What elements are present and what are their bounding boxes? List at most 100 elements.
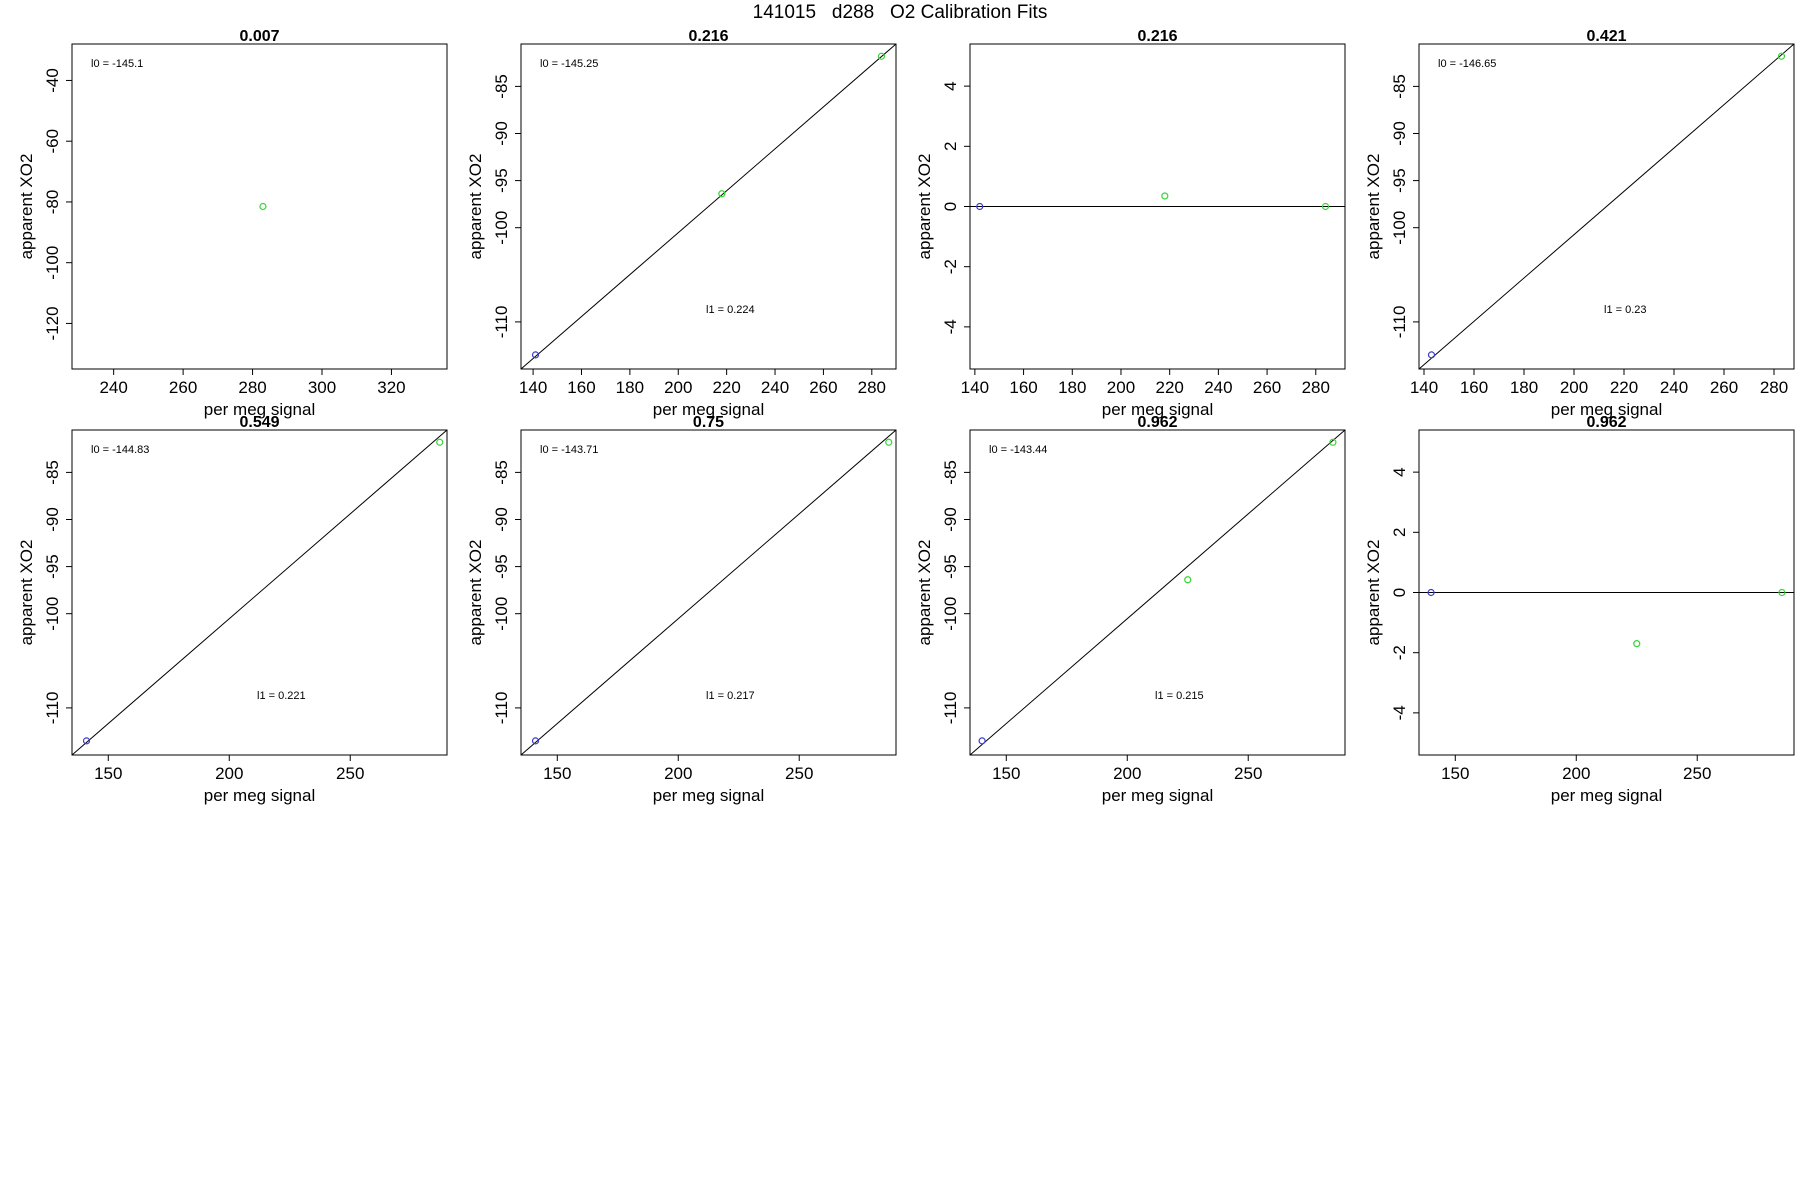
plot-panel-1: 0.007 240 260 280 300 320 -40 -60 -80 -100 -120 per… bbox=[17, 28, 448, 419]
x-axis-label: per meg signal bbox=[1102, 400, 1214, 419]
x-tick-label: 240 bbox=[1660, 378, 1688, 397]
x-tick-label: 180 bbox=[1058, 378, 1086, 397]
x-tick-label: 260 bbox=[1710, 378, 1738, 397]
panel-title: 0.962 bbox=[1137, 414, 1177, 431]
l1-label: l1 = 0.23 bbox=[1604, 304, 1647, 316]
y-tick-label: -4 bbox=[1390, 705, 1409, 720]
fit-line bbox=[520, 43, 897, 370]
x-tick-label: 140 bbox=[1410, 378, 1438, 397]
x-axis-label: per meg signal bbox=[653, 400, 765, 419]
l0-label: l0 = -144.83 bbox=[91, 444, 149, 456]
data-point bbox=[978, 737, 986, 745]
fit-line bbox=[520, 429, 897, 756]
y-tick-label: -80 bbox=[43, 190, 62, 215]
y-tick-label: 4 bbox=[1390, 467, 1409, 476]
x-tick-label: 250 bbox=[1683, 764, 1711, 783]
y-axis-label: apparent XO2 bbox=[915, 540, 934, 646]
fit-line bbox=[1418, 43, 1795, 370]
x-tick-label: 200 bbox=[215, 764, 243, 783]
data-point bbox=[531, 351, 540, 359]
x-tick-label: 220 bbox=[1155, 378, 1183, 397]
y-tick-label: -40 bbox=[43, 68, 62, 93]
x-tick-label: 200 bbox=[1107, 378, 1135, 397]
data-point bbox=[885, 438, 893, 446]
y-tick-label: -60 bbox=[43, 129, 62, 154]
x-tick-label: 150 bbox=[94, 764, 122, 783]
plot-panel-8: 0.962 150 200 250 4 2 0 -2 -4 per meg signal appar… bbox=[1364, 414, 1795, 805]
data-point bbox=[531, 737, 540, 745]
plot-panel-3: 0.216 140 160 180 200 220 240 260 280 4 2 0 -2 -4 per … bbox=[915, 28, 1346, 419]
x-axis-label: per meg signal bbox=[1102, 786, 1214, 805]
data-point bbox=[1633, 640, 1641, 648]
x-axis-label: per meg signal bbox=[1551, 400, 1663, 419]
y-tick-label: -110 bbox=[492, 306, 511, 339]
y-axis-label: apparent XO2 bbox=[466, 154, 485, 260]
x-tick-label: 260 bbox=[809, 378, 837, 397]
l1-label: l1 = 0.217 bbox=[706, 690, 755, 702]
x-axis-label: per meg signal bbox=[204, 786, 316, 805]
x-tick-label: 240 bbox=[1204, 378, 1232, 397]
l0-label: l0 = -145.1 bbox=[91, 58, 143, 70]
y-tick-label: -120 bbox=[43, 306, 62, 340]
data-point bbox=[1777, 52, 1786, 60]
l0-label: l0 = -143.71 bbox=[540, 444, 598, 456]
x-tick-label: 180 bbox=[1510, 378, 1538, 397]
y-tick-label: -100 bbox=[492, 211, 511, 245]
x-axis-label: per meg signal bbox=[204, 400, 316, 419]
plot-frame bbox=[969, 429, 1346, 756]
y-tick-label: 0 bbox=[941, 202, 960, 211]
y-tick-label: -2 bbox=[1390, 645, 1409, 660]
x-tick-label: 280 bbox=[1760, 378, 1788, 397]
x-tick-label: 140 bbox=[961, 378, 989, 397]
x-tick-label: 200 bbox=[1560, 378, 1588, 397]
x-tick-label: 240 bbox=[761, 378, 789, 397]
x-tick-label: 260 bbox=[1253, 378, 1281, 397]
plot-panel-2: 0.216 140 160 180 200 220 240 260 280 -85 -90 -95 -1… bbox=[466, 28, 897, 419]
plot-frame bbox=[1418, 43, 1795, 370]
y-axis-label: apparent XO2 bbox=[466, 540, 485, 646]
x-tick-label: 320 bbox=[377, 378, 405, 397]
y-tick-label: 4 bbox=[941, 81, 960, 90]
x-axis-label: per meg signal bbox=[1551, 786, 1663, 805]
y-tick-label: -110 bbox=[492, 692, 511, 725]
data-point bbox=[718, 190, 726, 198]
y-tick-label: -100 bbox=[1390, 211, 1409, 245]
x-tick-label: 280 bbox=[858, 378, 886, 397]
x-tick-label: 280 bbox=[1302, 378, 1330, 397]
y-tick-label: -85 bbox=[941, 460, 960, 485]
x-axis-label: per meg signal bbox=[653, 786, 765, 805]
data-point bbox=[877, 52, 886, 60]
y-tick-label: -90 bbox=[1390, 121, 1409, 146]
y-tick-label: -95 bbox=[492, 168, 511, 193]
x-tick-label: 200 bbox=[664, 764, 692, 783]
y-tick-label: -110 bbox=[941, 692, 960, 725]
y-tick-label: 2 bbox=[1390, 528, 1409, 537]
data-point bbox=[1329, 438, 1337, 446]
l0-label: l0 = -145.25 bbox=[540, 58, 598, 70]
l1-label: l1 = 0.224 bbox=[706, 304, 755, 316]
data-point bbox=[1427, 351, 1436, 359]
y-tick-label: -95 bbox=[941, 554, 960, 579]
x-tick-label: 300 bbox=[308, 378, 336, 397]
x-tick-label: 220 bbox=[1610, 378, 1638, 397]
data-point bbox=[1184, 576, 1192, 584]
y-tick-label: -110 bbox=[1390, 306, 1409, 339]
y-tick-label: -100 bbox=[941, 597, 960, 631]
plot-panel-6: 0.75 150 200 250 -85 -90 -95 -100 -110 per meg si… bbox=[466, 414, 897, 805]
plot-panel-5: 0.549 150 200 250 -85 -90 -95 -100 -110 per meg s… bbox=[17, 414, 448, 805]
y-tick-label: -110 bbox=[43, 692, 62, 725]
x-tick-label: 260 bbox=[169, 378, 197, 397]
x-tick-label: 140 bbox=[519, 378, 547, 397]
fit-line bbox=[71, 429, 448, 756]
data-point bbox=[1161, 192, 1169, 200]
y-tick-label: -85 bbox=[492, 74, 511, 99]
y-axis-label: apparent XO2 bbox=[1364, 540, 1383, 646]
plot-panel-4: 0.421 140 160 180 200 220 240 260 280 -85 -90 -95 -1… bbox=[1364, 28, 1795, 419]
y-tick-label: -90 bbox=[492, 507, 511, 532]
y-tick-label: -2 bbox=[941, 259, 960, 274]
l1-label: l1 = 0.215 bbox=[1155, 690, 1204, 702]
data-point bbox=[976, 202, 984, 211]
y-tick-label: -95 bbox=[1390, 168, 1409, 193]
x-tick-label: 250 bbox=[1234, 764, 1262, 783]
